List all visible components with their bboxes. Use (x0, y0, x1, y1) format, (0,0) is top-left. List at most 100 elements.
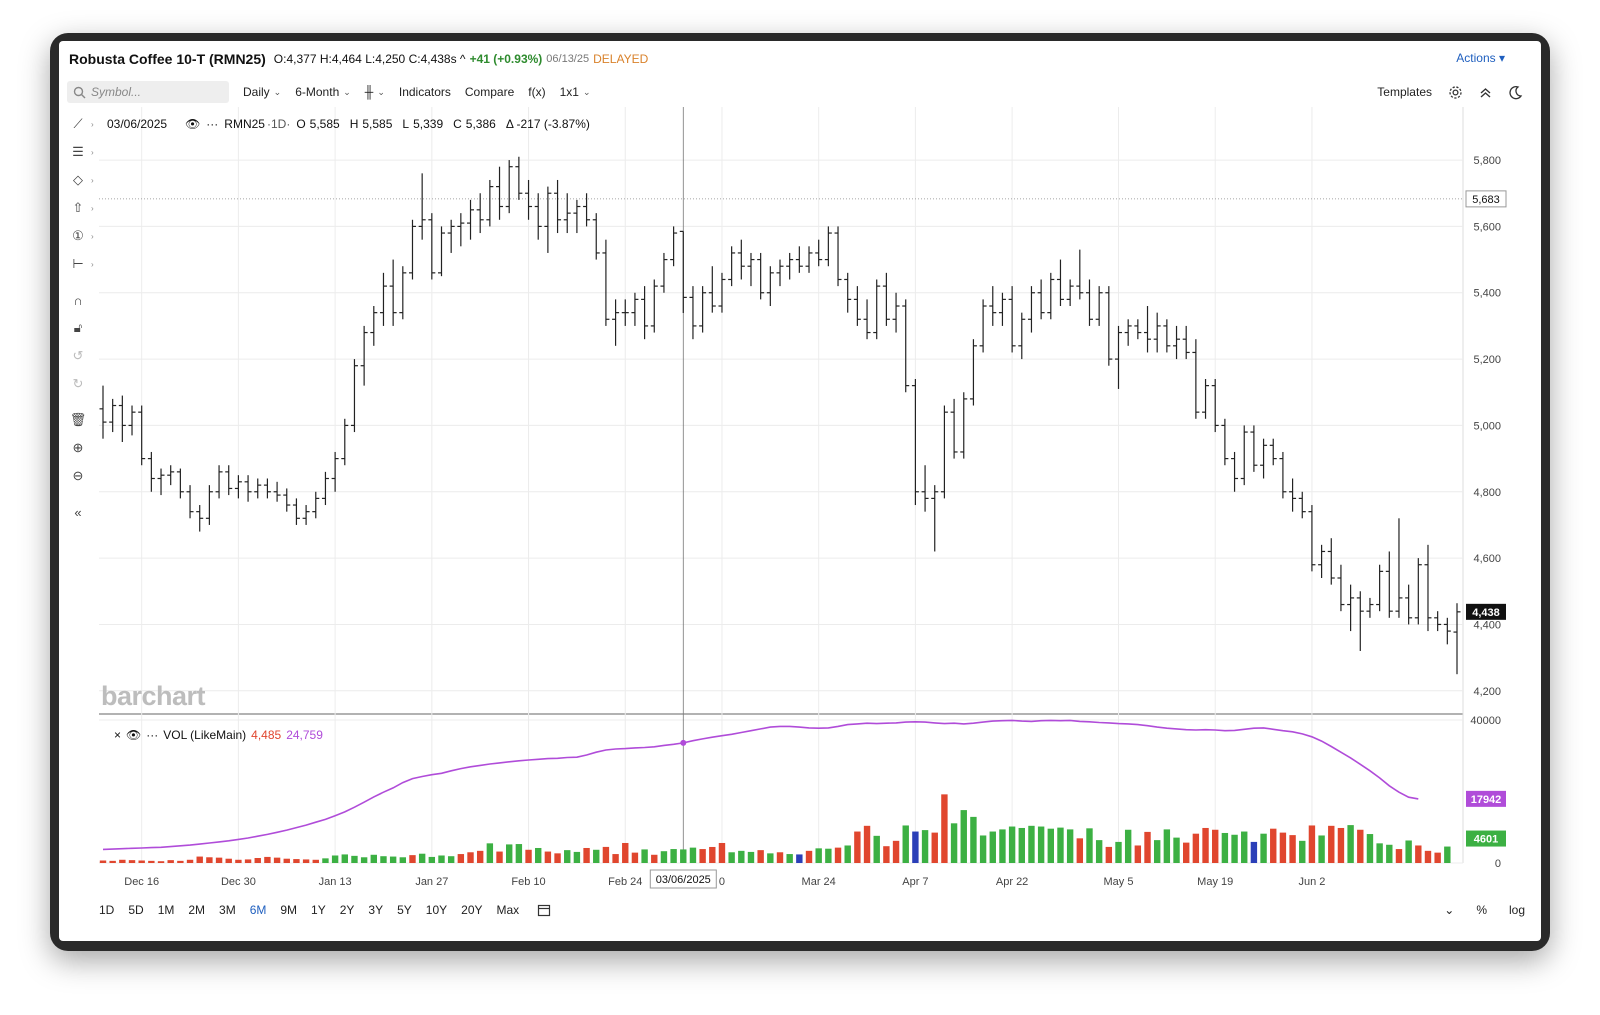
volume-bar (970, 816, 977, 863)
volume-bar (177, 860, 184, 863)
fib-tool[interactable]: ☰ › (67, 141, 94, 163)
ohlc-bar (699, 286, 707, 333)
double-chevron-down-icon[interactable]: ⌄ (1444, 903, 1455, 917)
range-button-3y[interactable]: 3Y (368, 903, 384, 917)
range-button-max[interactable]: Max (496, 903, 520, 917)
function-label: f(x) (528, 85, 546, 99)
delete-button[interactable]: 🗑︎ (67, 409, 89, 431)
log-scale-toggle[interactable]: log (1508, 903, 1525, 917)
ohlc-bar (602, 239, 610, 326)
range-button-6m[interactable]: 6M (249, 903, 267, 917)
symbol-search-input[interactable]: Symbol... (67, 81, 229, 103)
more-icon[interactable]: ··· (206, 117, 219, 131)
legend-low-label: L (402, 117, 410, 131)
eye-icon[interactable]: 👁︎ (185, 117, 201, 131)
volume-bar (254, 857, 261, 863)
volume-bar (863, 825, 871, 863)
volume-bar (883, 846, 890, 863)
templates-button[interactable]: Templates (1377, 85, 1432, 99)
volume-bar (776, 852, 784, 863)
ohlc-bar (1085, 279, 1093, 326)
range-button-2m[interactable]: 2M (188, 903, 206, 917)
price-chart[interactable]: 4,200 4,400 4,600 4,800 5,000 5,200 5,400 5,600… (59, 41, 1541, 941)
close-icon[interactable]: × (114, 728, 122, 742)
gear-icon[interactable] (1448, 85, 1463, 100)
ohlc-bar (689, 286, 697, 340)
ohlc-bar (225, 465, 233, 496)
ohlc-bar (795, 246, 803, 273)
date-tick-label: Jan 27 (415, 876, 448, 888)
indicators-button[interactable]: Indicators (399, 85, 451, 99)
undo-button[interactable]: ↺ (67, 345, 89, 367)
volume-bar (554, 853, 561, 863)
undo-icon: ↺ (72, 348, 84, 363)
range-button-3m[interactable]: 3M (219, 903, 236, 917)
volume-value: 4,485 (251, 728, 282, 742)
ohlc-bar (1395, 518, 1403, 618)
zoom-in-button[interactable]: ⊕ (67, 437, 89, 459)
ohlc-bar (1443, 617, 1451, 645)
ohlc-bar (147, 451, 155, 492)
price-legend: 03/06/2025 👁︎ ··· RMN25 ·1D· O 5,585 H 5,5… (107, 117, 590, 131)
ohlc-bar (109, 398, 117, 433)
zoom-out-button[interactable]: ⊖ (67, 465, 89, 487)
volume-bar (351, 855, 358, 863)
collapse-sidebar-button[interactable]: « (67, 501, 89, 523)
legend-close-label: C (453, 117, 462, 131)
drawing-tools-sidebar: ⟋ › ☰ › ◇ › ⇧ › ① › ⊢ › ∩ 🔓︎ ↺ ↻ 🗑︎ ⊕ ⊖ « (59, 107, 99, 917)
interval-dropdown[interactable]: Daily ⌄ (243, 85, 281, 99)
range-button-5y[interactable]: 5Y (397, 903, 412, 917)
ohlc-bar (824, 226, 832, 267)
ohlc-bar (418, 173, 426, 240)
measure-icon: ⊢ (72, 256, 84, 271)
actions-menu[interactable]: Actions ▾ (1456, 51, 1505, 65)
ohlc-bar (196, 505, 204, 532)
volume-bar (931, 832, 938, 863)
more-icon[interactable]: ··· (146, 728, 159, 742)
volume-bar (341, 854, 348, 863)
trendline-tool[interactable]: ⟋ › (67, 113, 93, 135)
ohlc-bar (1105, 286, 1113, 366)
interval-label: Daily (243, 85, 270, 99)
volume-bar (564, 850, 571, 863)
dark-mode-icon[interactable] (1508, 85, 1523, 100)
range-button-1m[interactable]: 1M (157, 903, 175, 917)
range-button-9m[interactable]: 9M (280, 903, 298, 917)
eye-icon[interactable]: 👁︎ (126, 728, 142, 742)
calendar-icon[interactable] (537, 903, 551, 917)
chart-type-dropdown[interactable]: ╫ ⌄ (365, 85, 385, 99)
arrow-tool[interactable]: ⇧ › (67, 197, 94, 219)
price-tick-label: 4,200 (1473, 686, 1501, 698)
volume-bar (1279, 832, 1287, 863)
collapse-up-icon[interactable] (1479, 86, 1492, 99)
ohlc-bar (283, 488, 291, 512)
redo-button[interactable]: ↻ (67, 373, 89, 395)
magnet-tool[interactable]: ∩ (67, 289, 89, 311)
range-button-20y[interactable]: 20Y (461, 903, 483, 917)
volume-bar (602, 846, 610, 863)
annotation-tool[interactable]: ① › (67, 225, 94, 247)
layout-dropdown[interactable]: 1x1 ⌄ (560, 85, 591, 99)
chart-window: Robusta Coffee 10-T (RMN25) O:4,377 H:4,… (59, 41, 1541, 941)
volume-bar (1270, 828, 1277, 863)
date-tick-label: Dec 16 (124, 876, 159, 888)
measure-tool[interactable]: ⊢ › (67, 253, 93, 275)
range-button-5d[interactable]: 5D (128, 903, 144, 917)
range-button-1y[interactable]: 1Y (311, 903, 326, 917)
shape-icon: ◇ (73, 172, 83, 187)
range-button-1d[interactable]: 1D (99, 903, 115, 917)
volume-bar (1086, 828, 1093, 863)
ohlc-bar (312, 491, 320, 519)
compare-button[interactable]: Compare (465, 85, 514, 99)
percent-scale-toggle[interactable]: % (1476, 903, 1487, 917)
lock-tool[interactable]: 🔓︎ (67, 317, 89, 339)
volume-tick-label: 40000 (1470, 715, 1501, 727)
date-tick-label: Apr 7 (902, 876, 928, 888)
period-dropdown[interactable]: 6-Month ⌄ (295, 85, 351, 99)
volume-bar (515, 844, 523, 863)
range-button-2y[interactable]: 2Y (339, 903, 355, 917)
legend-close: 5,386 (465, 117, 496, 131)
function-button[interactable]: f(x) (528, 85, 545, 99)
range-button-10y[interactable]: 10Y (425, 903, 448, 917)
shapes-tool[interactable]: ◇ › (67, 169, 94, 191)
